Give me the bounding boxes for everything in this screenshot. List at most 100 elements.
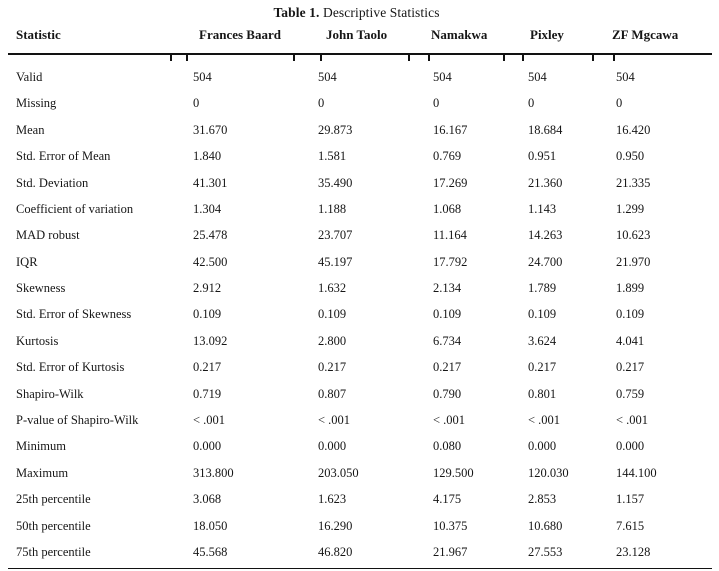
statistic-label: Maximum [16, 465, 69, 480]
value-frances-baard: 0 [193, 96, 200, 111]
statistic-label: Std. Deviation [16, 175, 89, 190]
value-zf-mgcawa: 0.109 [616, 307, 645, 322]
value-frances-baard: 3.068 [193, 492, 222, 507]
value-zf-mgcawa: 7.615 [616, 518, 645, 533]
value-frances-baard: < .001 [193, 413, 226, 428]
value-zf-mgcawa: 21.970 [616, 254, 651, 269]
value-zf-mgcawa: 0.950 [616, 149, 645, 164]
value-frances-baard: 504 [193, 69, 212, 84]
value-zf-mgcawa: 4.041 [616, 333, 645, 348]
value-frances-baard: 0.719 [193, 386, 222, 401]
value-john-taolo: 1.188 [318, 201, 347, 216]
value-pixley: 504 [528, 69, 547, 84]
statistic-label: Shapiro-Wilk [16, 386, 84, 401]
column-divider-tick [293, 55, 295, 61]
statistic-label: 25th percentile [16, 492, 91, 507]
column-header-zf-mgcawa: ZF Mgcawa [612, 27, 679, 42]
table-row: Valid 504 504 504 504 504 [16, 64, 713, 90]
value-namakwa: 0.109 [433, 307, 462, 322]
column-header-frances-baard: Frances Baard [199, 27, 281, 42]
value-john-taolo: 0.807 [318, 386, 347, 401]
value-zf-mgcawa: < .001 [616, 413, 649, 428]
column-divider-tick [170, 55, 172, 61]
value-namakwa: 0.790 [433, 386, 462, 401]
table-row: Std. Error of Kurtosis 0.217 0.217 0.217… [16, 354, 713, 380]
value-pixley: 120.030 [528, 465, 569, 480]
table-row: Skewness 2.912 1.632 2.134 1.789 1.899 [16, 275, 713, 301]
value-frances-baard: 41.301 [193, 175, 228, 190]
header-rule [8, 53, 712, 56]
value-frances-baard: 313.800 [193, 465, 234, 480]
value-john-taolo: 0.217 [318, 360, 347, 375]
table-row: Kurtosis 13.092 2.800 6.734 3.624 4.041 [16, 328, 713, 354]
statistic-label: Mean [16, 122, 45, 137]
table-row: Std. Error of Skewness 0.109 0.109 0.109… [16, 302, 713, 328]
table-caption-number: Table 1. [273, 5, 320, 20]
statistic-label: Minimum [16, 439, 67, 454]
value-namakwa: 17.792 [433, 254, 468, 269]
value-john-taolo: 45.197 [318, 254, 353, 269]
value-pixley: 24.700 [528, 254, 563, 269]
value-pixley: 2.853 [528, 492, 557, 507]
table-row: Std. Error of Mean 1.840 1.581 0.769 0.9… [16, 143, 713, 169]
column-divider-tick [613, 55, 615, 61]
value-john-taolo: 1.623 [318, 492, 347, 507]
value-zf-mgcawa: 504 [616, 69, 635, 84]
value-john-taolo: 46.820 [318, 544, 353, 559]
statistic-label: Kurtosis [16, 333, 59, 348]
value-namakwa: 0.769 [433, 149, 462, 164]
value-pixley: 18.684 [528, 122, 563, 137]
value-zf-mgcawa: 0 [616, 96, 623, 111]
statistic-label: Valid [16, 69, 43, 84]
value-pixley: 0.217 [528, 360, 557, 375]
value-john-taolo: 0.000 [318, 439, 347, 454]
value-john-taolo: 203.050 [318, 465, 359, 480]
value-john-taolo: 2.800 [318, 333, 347, 348]
value-namakwa: 129.500 [433, 465, 474, 480]
value-john-taolo: 29.873 [318, 122, 353, 137]
value-namakwa: 10.375 [433, 518, 468, 533]
value-john-taolo: 504 [318, 69, 337, 84]
value-namakwa: 0.217 [433, 360, 462, 375]
value-namakwa: 0 [433, 96, 440, 111]
value-pixley: 27.553 [528, 544, 563, 559]
value-frances-baard: 31.670 [193, 122, 228, 137]
table-row: Coefficient of variation 1.304 1.188 1.0… [16, 196, 713, 222]
value-john-taolo: 0 [318, 96, 325, 111]
value-namakwa: 21.967 [433, 544, 468, 559]
table-row: MAD robust 25.478 23.707 11.164 14.263 1… [16, 222, 713, 248]
table-row: 50th percentile 18.050 16.290 10.375 10.… [16, 513, 713, 539]
value-pixley: 3.624 [528, 333, 557, 348]
table-row: Minimum 0.000 0.000 0.080 0.000 0.000 [16, 433, 713, 459]
value-frances-baard: 42.500 [193, 254, 228, 269]
value-zf-mgcawa: 21.335 [616, 175, 651, 190]
statistic-label: Std. Error of Mean [16, 149, 111, 164]
table-row: Maximum 313.800 203.050 129.500 120.030 … [16, 460, 713, 486]
value-namakwa: < .001 [433, 413, 466, 428]
column-header-statistic: Statistic [16, 27, 61, 42]
statistic-label: Std. Error of Skewness [16, 307, 132, 322]
value-zf-mgcawa: 0.000 [616, 439, 645, 454]
value-pixley: 21.360 [528, 175, 563, 190]
value-namakwa: 17.269 [433, 175, 468, 190]
value-namakwa: 16.167 [433, 122, 468, 137]
value-john-taolo: 1.581 [318, 149, 347, 164]
statistic-label: Coefficient of variation [16, 201, 134, 216]
table-caption-text: Descriptive Statistics [319, 5, 440, 20]
value-pixley: 0 [528, 96, 535, 111]
value-pixley: 14.263 [528, 228, 563, 243]
value-frances-baard: 0.109 [193, 307, 222, 322]
statistic-label: Missing [16, 96, 57, 111]
value-namakwa: 1.068 [433, 201, 462, 216]
value-pixley: 10.680 [528, 518, 563, 533]
value-john-taolo: < .001 [318, 413, 351, 428]
statistic-label: IQR [16, 254, 38, 269]
statistic-label: 75th percentile [16, 544, 91, 559]
value-namakwa: 0.080 [433, 439, 462, 454]
value-pixley: 1.789 [528, 281, 557, 296]
value-john-taolo: 23.707 [318, 228, 353, 243]
value-frances-baard: 2.912 [193, 281, 222, 296]
value-namakwa: 504 [433, 69, 452, 84]
value-pixley: 1.143 [528, 201, 557, 216]
